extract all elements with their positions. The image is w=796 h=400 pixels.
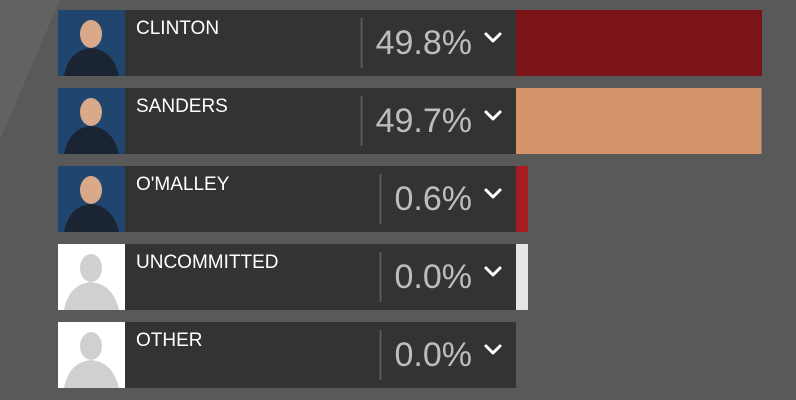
bar [516,88,762,154]
expand-chevron[interactable] [484,32,502,43]
background-shape [0,0,60,140]
candidate-row[interactable]: O'MALLEY 0.6% [58,166,516,232]
row-background [58,166,516,232]
photo-head [80,98,102,126]
candidate-row[interactable]: SANDERS 49.7% [58,88,516,154]
candidate-name: CLINTON [136,18,219,39]
row-background [58,88,516,154]
photo-head [80,254,102,282]
row-background [58,244,516,310]
candidate-name: OTHER [136,330,203,351]
photo-head [80,176,102,204]
value-label: 49.8% [376,24,472,62]
value-label: 0.0% [395,336,473,374]
row-background [58,10,516,76]
candidate-row[interactable]: OTHER 0.0% [58,322,516,388]
candidate-row[interactable]: CLINTON 49.8% [58,10,516,76]
candidate-name: UNCOMMITTED [136,252,278,273]
candidate-name: O'MALLEY [136,174,230,195]
value-label: 49.7% [376,102,472,140]
expand-chevron[interactable] [484,110,502,121]
candidate-row[interactable]: UNCOMMITTED 0.0% [58,244,516,310]
row-background [58,322,516,388]
photo-head [80,20,102,48]
photo-body [64,204,119,232]
bar [516,166,528,232]
photo-head [80,332,102,360]
value-label: 0.6% [395,180,473,218]
candidate-name: SANDERS [136,96,228,117]
photo-body [64,126,119,154]
photo-body [64,48,119,76]
bar [516,10,762,76]
photo-body [64,360,119,388]
bar [516,244,528,310]
expand-chevron[interactable] [484,188,502,199]
expand-chevron[interactable] [484,266,502,277]
value-label: 0.0% [395,258,473,296]
photo-body [64,282,119,310]
expand-chevron[interactable] [484,344,502,355]
